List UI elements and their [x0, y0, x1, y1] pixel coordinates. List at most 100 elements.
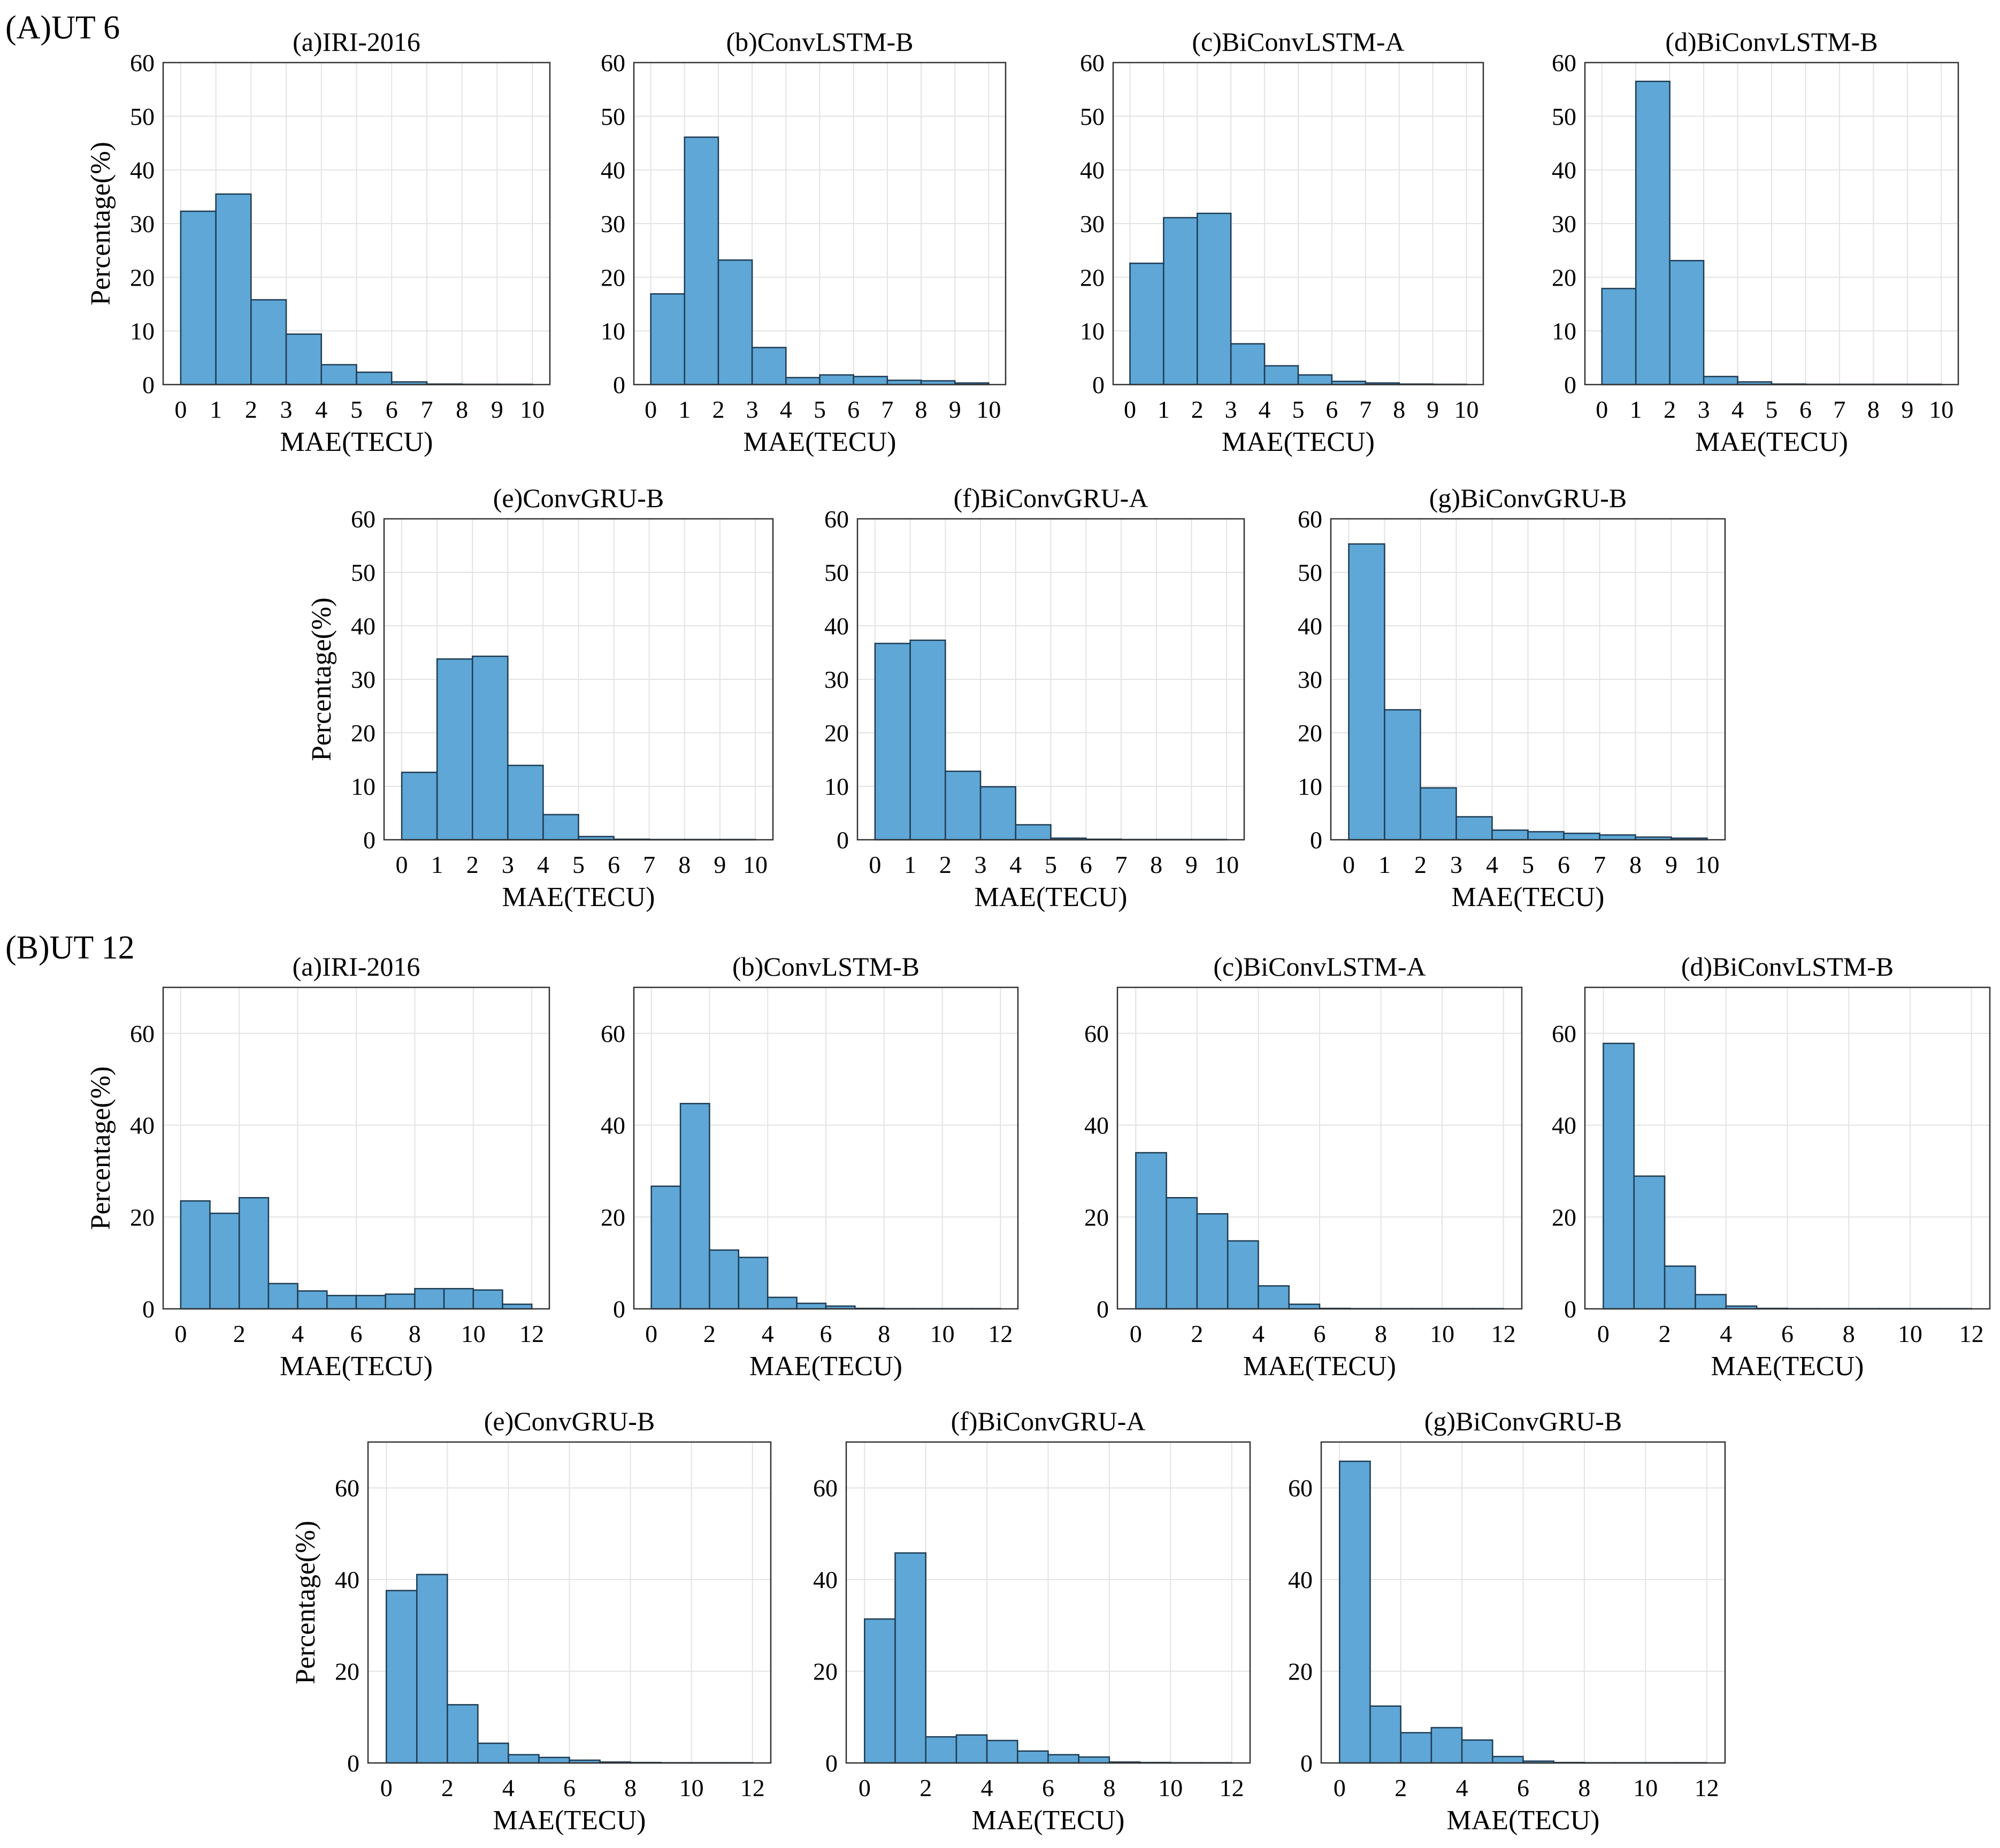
- x-axis-label: MAE(TECU): [493, 1805, 646, 1836]
- histogram-bar: [1461, 1739, 1493, 1764]
- histogram-bar: [909, 639, 946, 841]
- histogram-bar: [326, 1294, 357, 1310]
- y-tick-label: 60: [351, 505, 376, 533]
- x-tick-label: 6: [820, 1320, 832, 1347]
- x-tick-label: 3: [746, 396, 758, 423]
- y-tick-label: 30: [1298, 666, 1322, 693]
- histogram-bar: [1196, 1213, 1229, 1310]
- histogram-bar: [267, 1283, 298, 1310]
- y-tick-label: 0: [142, 1295, 155, 1323]
- x-tick-label: 5: [572, 851, 585, 878]
- histogram-bar: [1603, 1042, 1635, 1310]
- histogram-bar: [1563, 832, 1600, 841]
- chart-title: (d)BiConvLSTM-B: [1681, 952, 1894, 981]
- y-tick-label: 60: [1080, 49, 1105, 76]
- x-tick-label: 3: [975, 851, 987, 878]
- chart-title: (d)BiConvLSTM-B: [1665, 27, 1878, 57]
- x-tick-label: 7: [1833, 396, 1845, 423]
- y-tick-label: 40: [824, 612, 849, 640]
- histogram-bar: [650, 1185, 681, 1310]
- x-tick-label: 0: [1596, 396, 1608, 423]
- histogram-bar: [1492, 1755, 1524, 1764]
- y-tick-label: 60: [1552, 49, 1576, 76]
- x-tick-label: 1: [904, 851, 916, 878]
- x-tick-label: 2: [441, 1774, 454, 1801]
- x-tick-label: 2: [703, 1320, 716, 1347]
- x-tick-label: 5: [1766, 396, 1778, 423]
- chart-panel: 0 2 4 6 8 10 12 0 20 40 60 (d)BiConvLSTM-B MAE(TECU): [1552, 952, 1991, 1382]
- x-tick-label: 2: [939, 851, 952, 878]
- x-tick-label: 4: [1731, 396, 1744, 423]
- axes-frame: [856, 518, 1245, 841]
- y-tick-label: 50: [1552, 103, 1576, 130]
- histogram-bar: [180, 1200, 211, 1310]
- x-tick-label: 4: [780, 396, 792, 423]
- y-tick-label: 40: [1298, 612, 1322, 640]
- x-tick-label: 2: [1659, 1320, 1671, 1347]
- histogram-bar: [1633, 1175, 1666, 1310]
- y-tick-label: 0: [837, 826, 849, 854]
- x-tick-label: 2: [1414, 851, 1427, 878]
- y-tick-label: 40: [1084, 1112, 1109, 1139]
- y-tick-label: 50: [824, 559, 849, 586]
- y-tick-label: 20: [813, 1658, 838, 1685]
- histogram-bar: [297, 1290, 328, 1310]
- histogram-bar: [945, 770, 982, 841]
- section-label-ut12: (B)UT 12: [5, 930, 135, 966]
- y-tick-label: 60: [130, 1020, 155, 1047]
- histogram-bar: [864, 1618, 896, 1764]
- x-tick-label: 3: [280, 396, 293, 423]
- x-tick-label: 1: [431, 851, 443, 878]
- x-tick-label: 7: [1593, 851, 1606, 878]
- y-tick-label: 50: [1080, 103, 1105, 130]
- x-tick-label: 0: [1124, 396, 1136, 423]
- x-tick-label: 4: [1259, 396, 1271, 423]
- axes-frame: [1116, 986, 1523, 1310]
- x-tick-label: 8: [1629, 851, 1642, 878]
- x-tick-label: 5: [1045, 851, 1057, 878]
- x-tick-label: 5: [814, 396, 826, 423]
- chart-panel: 0 1 2 3 4 5 6 7 8 9 100102030405060(e)ConvGRU-BMAE…: [306, 483, 774, 913]
- histogram-bar: [1015, 824, 1052, 841]
- y-tick-label: 40: [601, 157, 625, 184]
- y-tick-label: 60: [1552, 1020, 1576, 1047]
- histogram-bar: [209, 1213, 240, 1310]
- y-tick-label: 40: [1552, 157, 1576, 184]
- x-tick-label: 4: [292, 1320, 304, 1347]
- y-tick-label: 30: [1080, 210, 1105, 237]
- x-tick-label: 1: [1158, 396, 1170, 423]
- x-tick-label: 10: [1929, 396, 1953, 423]
- x-tick-label: 8: [1375, 1320, 1387, 1347]
- chart-title: (c)BiConvLSTM-A: [1213, 952, 1426, 981]
- x-tick-label: 4: [502, 1774, 515, 1801]
- x-tick-label: 4: [1456, 1774, 1468, 1801]
- histogram-bar: [1017, 1750, 1049, 1764]
- x-tick-label: 7: [881, 396, 893, 423]
- y-tick-label: 20: [130, 264, 155, 291]
- histogram-bar: [414, 1287, 445, 1310]
- y-tick-label: 60: [1298, 505, 1322, 533]
- y-tick-label: 40: [813, 1566, 838, 1593]
- x-tick-label: 2: [1394, 1774, 1407, 1801]
- y-tick-label: 10: [1080, 318, 1105, 345]
- x-tick-label: 8: [1843, 1320, 1855, 1347]
- y-tick-label: 20: [1552, 1203, 1576, 1231]
- x-tick-label: 7: [420, 396, 433, 423]
- x-axis-label: MAE(TECU): [1452, 882, 1605, 913]
- x-tick-label: 6: [1325, 396, 1338, 423]
- x-tick-label: 3: [502, 851, 514, 878]
- histogram-bar: [767, 1297, 798, 1310]
- histogram-bar: [1703, 375, 1738, 386]
- y-tick-label: 0: [613, 1295, 625, 1323]
- y-tick-label: 0: [1300, 1750, 1313, 1777]
- x-tick-label: 4: [1009, 851, 1022, 878]
- chart-title: (b)ConvLSTM-B: [732, 952, 919, 981]
- histogram-bar: [1455, 816, 1493, 841]
- x-tick-label: 6: [386, 396, 398, 423]
- y-axis-label: Percentage(%): [306, 597, 337, 761]
- y-tick-label: 20: [601, 1203, 625, 1231]
- chart-panel: 0 1 2 3 4 5 6 7 8 9 100102030405060(c)BiConvLSTM-A…: [1080, 27, 1484, 457]
- histogram-bar: [285, 333, 323, 386]
- y-tick-label: 0: [347, 1750, 359, 1777]
- y-tick-label: 40: [351, 612, 376, 640]
